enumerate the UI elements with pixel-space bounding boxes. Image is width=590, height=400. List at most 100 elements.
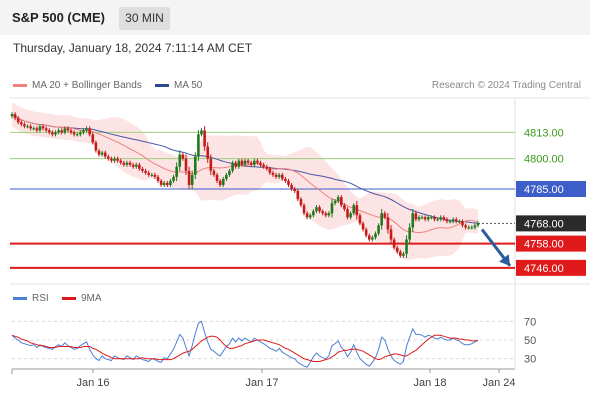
candle-body (94, 142, 98, 151)
candle-body (26, 126, 29, 128)
ma20-swatch (13, 83, 27, 87)
candle-body (417, 217, 421, 220)
candle-body (340, 197, 343, 206)
candle-body (414, 213, 418, 220)
candle-body (287, 180, 290, 185)
candle-body (433, 217, 436, 220)
candle-body (125, 162, 129, 165)
candle-body (107, 156, 110, 159)
legend-9ma: 9MA (62, 293, 102, 304)
ma9-swatch (62, 296, 76, 300)
ma20-label: MA 20 + Bollinger Bands (32, 80, 142, 91)
candle-body (305, 213, 309, 218)
candle-body (280, 174, 284, 179)
candle-body (461, 221, 464, 226)
candle-body (193, 156, 197, 175)
candle-body (54, 132, 57, 135)
candle-body (411, 213, 415, 228)
candle-body (72, 132, 76, 135)
candle-body (380, 213, 383, 226)
candle-body (259, 162, 262, 165)
candle-body (131, 164, 135, 167)
level-label-4800.00: 4800.00 (524, 154, 564, 166)
candle-body (184, 158, 188, 171)
candle-body (141, 168, 144, 171)
candle-body (113, 158, 116, 161)
candle-body (476, 223, 480, 226)
candle-body (302, 205, 306, 214)
current-price-tag (516, 215, 586, 232)
candle-body (408, 227, 411, 240)
candle-body (57, 130, 60, 133)
candle-body (442, 217, 446, 220)
candle-body (159, 180, 163, 185)
candle-body (361, 223, 365, 230)
candle-body (91, 134, 95, 143)
candle-body (225, 174, 228, 179)
candle-body (333, 201, 337, 204)
candle-body (451, 219, 455, 222)
candle-body (271, 172, 275, 175)
candle-body (138, 164, 141, 169)
rsi-9ma-line (11, 334, 478, 362)
candle-body (110, 158, 113, 161)
candle-body (218, 180, 222, 185)
candle-body (249, 162, 253, 165)
source-credit: Research © 2024 Trading Central (431, 80, 581, 91)
candle-body (119, 160, 123, 163)
bollinger-layer (12, 102, 478, 260)
candle-body (20, 122, 23, 125)
candle-body (103, 152, 107, 157)
timeframe-button[interactable]: 30 MIN (119, 7, 170, 30)
level-label-4758.00: 4758.00 (524, 239, 564, 251)
candle-body (253, 160, 256, 165)
candle-body (321, 211, 324, 214)
candle-body (128, 162, 132, 165)
candle-body (88, 128, 91, 135)
candle-body (473, 225, 477, 228)
chart-datetime: Thursday, January 18, 2024 7:11:14 AM CE… (13, 41, 253, 55)
candle-body (172, 176, 175, 181)
rsi-label: RSI (32, 293, 49, 304)
price-labels-layer: 4813.00 4800.00 4785.00 4758.00 4746.00 4768.… (480, 127, 586, 276)
candle-body (392, 239, 396, 248)
legend-ma50: MA 50 (155, 80, 202, 91)
candle-body (197, 134, 200, 157)
candle-body (402, 253, 405, 256)
candle-body (290, 184, 293, 189)
candle-body (343, 205, 346, 210)
candle-body (187, 170, 191, 185)
candle-body (97, 150, 101, 155)
candle-body (470, 227, 474, 229)
candle-body (454, 219, 458, 222)
candle-body (234, 162, 237, 167)
candle-body (175, 166, 178, 177)
candle-body (150, 174, 154, 176)
candle-body (349, 213, 352, 218)
rsi-tick-30: 30 (524, 354, 536, 366)
candle-body (206, 146, 210, 159)
ma9-label: 9MA (81, 293, 102, 304)
level-label-4813.00: 4813.00 (524, 127, 564, 139)
level-tag-4746.00 (516, 259, 586, 276)
candle-body (23, 124, 26, 127)
candle-body (200, 130, 203, 135)
candle-body (231, 162, 234, 171)
candle-body (32, 128, 36, 130)
candle-body (436, 219, 439, 221)
candle-body (51, 132, 54, 135)
instrument-title: S&P 500 (CME) (12, 10, 105, 25)
candle-body (448, 221, 452, 223)
candle-body (296, 191, 300, 200)
candle-body (69, 130, 73, 133)
candle-body (147, 172, 150, 175)
candle-body (445, 219, 449, 222)
level-tag-4758.00 (516, 235, 586, 252)
candle-body (162, 182, 166, 185)
candle-body (166, 182, 169, 185)
legend-rsi: RSI (13, 293, 49, 304)
candle-body (228, 170, 231, 175)
candle-body (122, 162, 126, 165)
ma50-label: MA 50 (174, 80, 203, 91)
candle-body (181, 154, 185, 159)
